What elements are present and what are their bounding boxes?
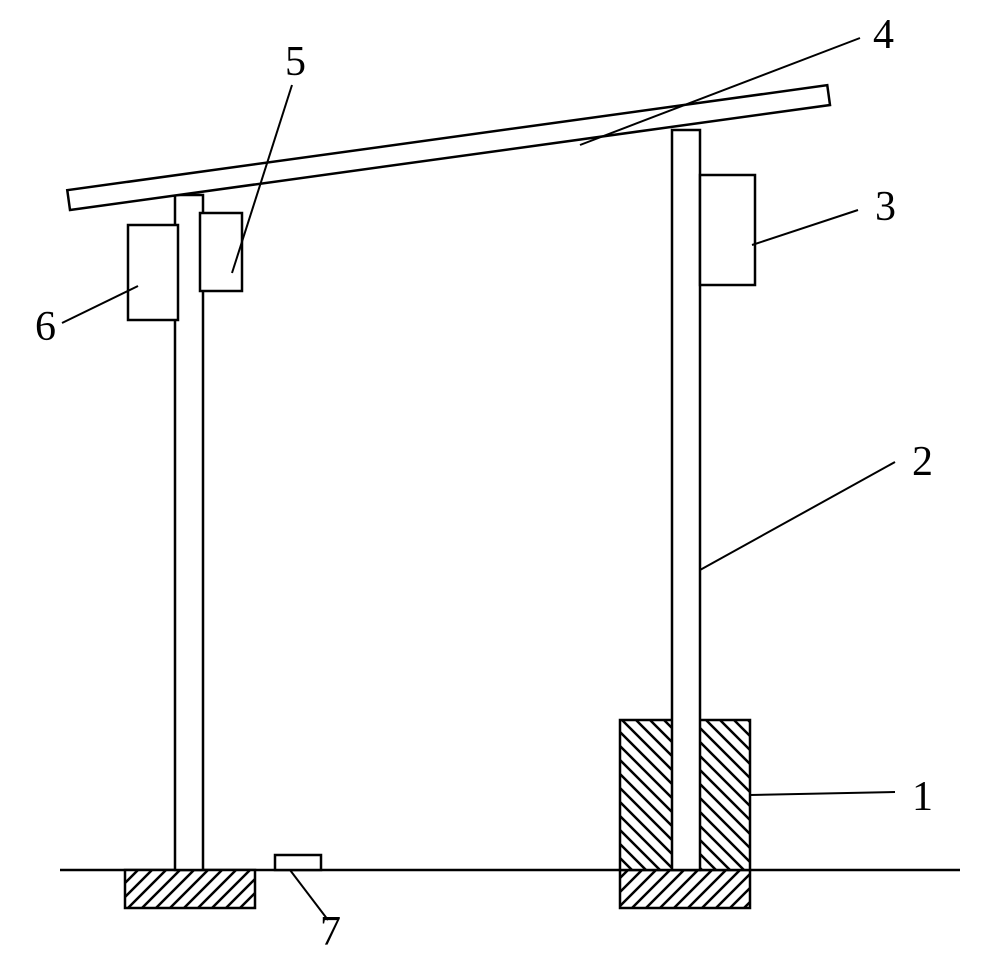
label-3: 3 xyxy=(875,184,896,230)
leader-6 xyxy=(62,286,138,323)
leader-3 xyxy=(752,210,858,245)
label-1: 1 xyxy=(912,774,933,820)
box-left-inner xyxy=(200,213,242,291)
box-right xyxy=(700,175,755,285)
base-1 xyxy=(620,870,750,908)
leader-1 xyxy=(750,792,895,795)
box-left-outer xyxy=(128,225,178,320)
ground-sensor xyxy=(275,855,321,870)
label-7: 7 xyxy=(320,909,341,955)
label-5: 5 xyxy=(285,39,306,85)
post-1 xyxy=(672,130,700,870)
label-2: 2 xyxy=(912,439,933,485)
leader-2 xyxy=(700,462,895,570)
label-4: 4 xyxy=(873,12,894,58)
label-6: 6 xyxy=(35,304,56,350)
engineering-diagram: 1 2 3 4 5 6 7 xyxy=(0,0,1000,963)
base-0 xyxy=(125,870,255,908)
